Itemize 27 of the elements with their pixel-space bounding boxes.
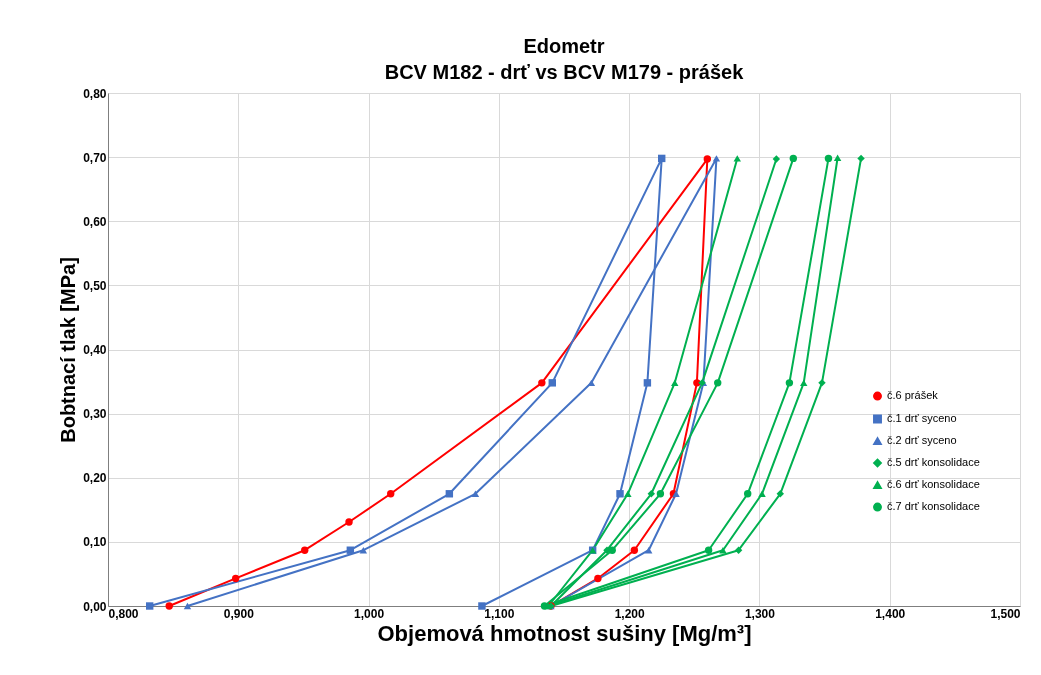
y-tick-label: 0,00 xyxy=(83,599,107,614)
legend-label: č.6 drť konsolidace xyxy=(887,478,980,491)
x-tick-label: 1,400 xyxy=(875,606,906,621)
y-tick-label: 0,10 xyxy=(83,535,107,550)
x-tick-label: 1,100 xyxy=(484,606,515,621)
y-tick-label: 0,70 xyxy=(83,150,107,165)
x-tick-label: 1,300 xyxy=(744,606,776,621)
x-tick-label: 0,800 xyxy=(108,606,139,621)
chart-title: Edometr xyxy=(523,35,605,57)
y-axis-title: Bobtnací tlak [MPa] xyxy=(57,257,80,443)
y-tick-label: 0,60 xyxy=(83,214,107,229)
x-tick-label: 0,900 xyxy=(223,606,255,621)
y-tick-label: 0,80 xyxy=(83,86,107,101)
x-tick-label: 1,000 xyxy=(354,606,385,621)
x-tick-label: 1,200 xyxy=(614,606,645,621)
chart-subtitle: BCV M182 - drť vs BCV M179 - prášek xyxy=(384,61,745,83)
y-tick-label: 0,20 xyxy=(83,471,107,486)
x-axis-title: Objemová hmotnost sušiny [Mg/m³] xyxy=(377,620,752,646)
y-tick-label: 0,30 xyxy=(83,407,107,422)
y-tick-label: 0,40 xyxy=(83,343,107,357)
legend-label: č.7 drť konsolidace xyxy=(887,500,980,513)
legend-label: č.1 drť syceno xyxy=(887,412,957,425)
legend-label: č.2 drť syceno xyxy=(887,434,957,447)
x-tick-label: 1,500 xyxy=(990,606,1021,621)
y-tick-label: 0,50 xyxy=(83,278,107,293)
legend-label: č.6 prášek xyxy=(887,389,939,402)
legend-label: č.5 drť konsolidace xyxy=(887,456,980,469)
